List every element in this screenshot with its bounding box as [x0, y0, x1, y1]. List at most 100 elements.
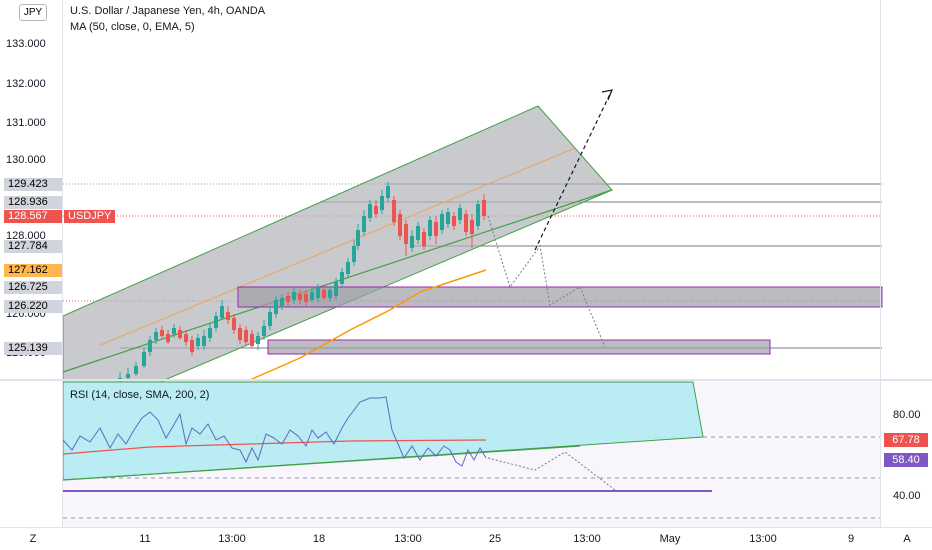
candle-body	[328, 290, 332, 298]
candle-body	[262, 326, 266, 336]
candle-body	[148, 340, 152, 352]
time-label: 13:00	[394, 533, 422, 545]
candle-body	[316, 288, 320, 298]
support-zone	[267, 339, 771, 355]
candle-body	[268, 312, 272, 326]
candle-body	[476, 204, 480, 226]
candle-body	[256, 336, 260, 344]
candle-body	[196, 338, 200, 346]
candle-body	[142, 352, 146, 366]
pane-separator[interactable]	[0, 379, 932, 381]
candle-body	[440, 214, 444, 230]
candle-body	[446, 212, 450, 224]
candle-body	[470, 220, 474, 234]
candle-body	[340, 272, 344, 284]
candle-body	[458, 208, 462, 220]
time-label: May	[659, 533, 681, 545]
rsi-line	[62, 396, 487, 467]
channel-midline	[99, 147, 576, 346]
candle-body	[220, 306, 224, 318]
candle-body	[214, 316, 218, 328]
candle-body	[292, 292, 296, 300]
projection-arrowhead	[601, 89, 613, 101]
level-tag[interactable]: 125.139	[4, 342, 62, 355]
rsi-tick: 40.00	[893, 490, 921, 502]
candle-body	[244, 330, 248, 342]
candle-body	[298, 294, 302, 300]
candle-body	[134, 366, 138, 374]
candle-body	[452, 216, 456, 226]
candle-body	[416, 226, 420, 240]
candle-body	[464, 214, 468, 232]
time-label: 13:00	[749, 533, 777, 545]
ascending-channel	[62, 105, 613, 383]
candle-body	[154, 332, 158, 340]
candle-body	[232, 318, 236, 330]
candle-body	[410, 236, 414, 248]
symbol-price-tag: USDJPY	[64, 210, 116, 223]
channel-lower-edge	[62, 189, 613, 373]
candle-body	[346, 262, 350, 274]
candle-body	[226, 312, 230, 320]
candle-body	[172, 328, 176, 334]
rsi-channel	[62, 381, 704, 481]
candle-body	[374, 206, 378, 214]
candle-body	[380, 196, 384, 210]
candle-body	[392, 200, 396, 222]
moving-average-line	[249, 269, 487, 381]
candle-body	[238, 328, 242, 340]
rsi-channel-lower-edge	[62, 445, 581, 481]
time-label: 9	[847, 533, 855, 545]
rsi-ma-value-tag[interactable]: 67.78	[884, 433, 928, 447]
candle-body	[184, 334, 188, 342]
candle-body	[126, 374, 130, 378]
candle-body	[356, 230, 360, 246]
candle-body	[310, 292, 314, 300]
candle-body	[280, 298, 284, 306]
rsi-projection-path	[487, 451, 616, 491]
time-axis-border	[0, 527, 932, 528]
time-label: 13:00	[573, 533, 601, 545]
candle-body	[352, 246, 356, 262]
candle-body	[178, 330, 182, 338]
candle-body	[362, 216, 366, 232]
candle-body	[368, 204, 372, 218]
candle-body	[428, 220, 432, 236]
candle-body	[434, 222, 438, 236]
price-tick: 131.000	[6, 117, 46, 129]
ma-indicator-label[interactable]: MA (50, close, 0, EMA, 5)	[70, 21, 195, 33]
candle-body	[208, 328, 212, 338]
level-tag[interactable]: 126.220	[4, 300, 62, 313]
candle-body	[274, 300, 278, 314]
time-label: 13:00	[218, 533, 246, 545]
candle-body	[334, 282, 338, 296]
ma-value-tag[interactable]: 127.162	[4, 264, 62, 277]
time-label: 11	[139, 533, 151, 545]
level-tag[interactable]: 127.784	[4, 240, 62, 253]
rsi-ma-line	[62, 439, 487, 455]
price-tick: 130.000	[6, 154, 46, 166]
level-tag[interactable]: 129.423	[4, 178, 62, 191]
rsi-indicator-label[interactable]: RSI (14, close, SMA, 200, 2)	[70, 389, 210, 401]
candle-body	[304, 294, 308, 302]
rsi-tick: 80.00	[893, 409, 921, 421]
candle-body	[482, 200, 486, 216]
level-tag[interactable]: 128.936	[4, 196, 62, 209]
candle-body	[386, 186, 390, 198]
projection-path-bullish	[534, 89, 613, 251]
time-label: 25	[488, 533, 502, 545]
candle-body	[404, 224, 408, 244]
candle-body	[286, 296, 290, 302]
currency-badge[interactable]: JPY	[19, 4, 47, 21]
time-label: 18	[312, 533, 326, 545]
timezone-button[interactable]: Z	[29, 533, 37, 545]
candle-body	[202, 336, 206, 346]
level-tag[interactable]: 126.725	[4, 281, 62, 294]
rsi-value-tag[interactable]: 58.40	[884, 453, 928, 467]
candle-body	[322, 290, 326, 298]
symbol-title: U.S. Dollar / Japanese Yen, 4h, OANDA	[70, 5, 266, 17]
last-price-tag[interactable]: 128.567	[4, 210, 62, 223]
auto-scale-button[interactable]: A	[903, 533, 911, 545]
